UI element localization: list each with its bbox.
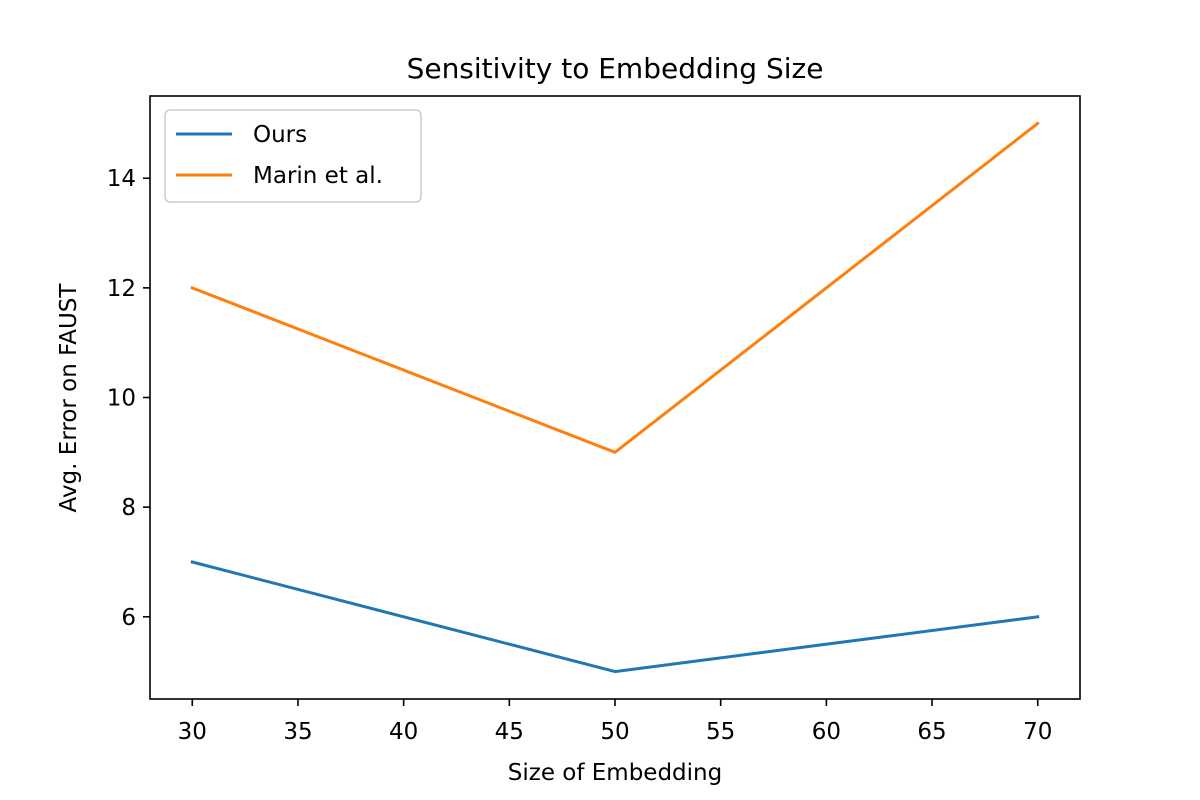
y-axis-ticks: 6 8 10 12 14: [107, 166, 150, 631]
y-tick-label-14: 14: [107, 166, 136, 192]
y-tick-label-8: 8: [121, 495, 136, 521]
x-tick-label-50: 50: [600, 719, 629, 745]
legend: Ours Marin et al.: [164, 109, 422, 203]
series-line-marin-et-al: [190, 121, 1040, 454]
y-tick-label-10: 10: [107, 386, 136, 412]
series-lines: [190, 121, 1040, 674]
x-tick-label-45: 45: [495, 719, 524, 745]
legend-label-marin-et-al: Marin et al.: [253, 163, 383, 189]
plot-area-frame: [149, 95, 1081, 700]
x-tick-label-60: 60: [812, 719, 841, 745]
x-axis-ticks: 30 35 40 45 50 55 60 65 70: [178, 699, 1052, 745]
legend-label-ours: Ours: [253, 122, 307, 148]
x-tick-label-30: 30: [178, 719, 207, 745]
x-tick-label-40: 40: [389, 719, 418, 745]
x-tick-label-70: 70: [1023, 719, 1052, 745]
x-tick-label-35: 35: [283, 719, 312, 745]
y-tick-label-12: 12: [107, 276, 136, 302]
x-axis-label: Size of Embedding: [508, 760, 722, 786]
chart-title: Sensitivity to Embedding Size: [407, 52, 824, 85]
y-tick-label-6: 6: [121, 605, 136, 631]
y-axis-label: Avg. Error on FAUST: [56, 283, 82, 513]
x-tick-label-65: 65: [917, 719, 946, 745]
series-line-ours: [190, 560, 1040, 674]
x-tick-label-55: 55: [706, 719, 735, 745]
